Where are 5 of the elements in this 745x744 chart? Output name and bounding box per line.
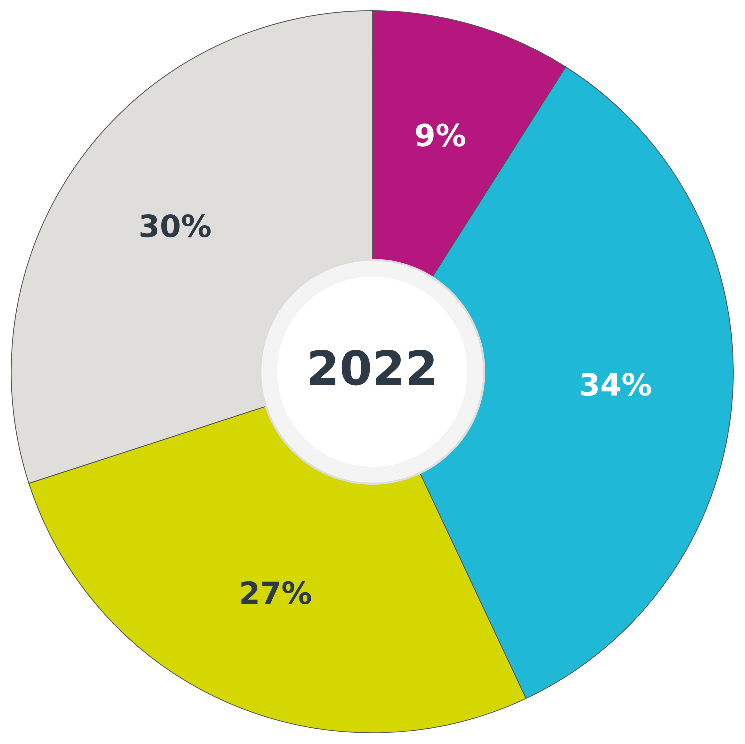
data-label: 9% (416, 124, 466, 147)
data-label: 30% (140, 214, 211, 238)
data-label: 34% (581, 373, 652, 396)
data-label: 27% (242, 581, 312, 605)
text: 2022 (310, 350, 434, 386)
